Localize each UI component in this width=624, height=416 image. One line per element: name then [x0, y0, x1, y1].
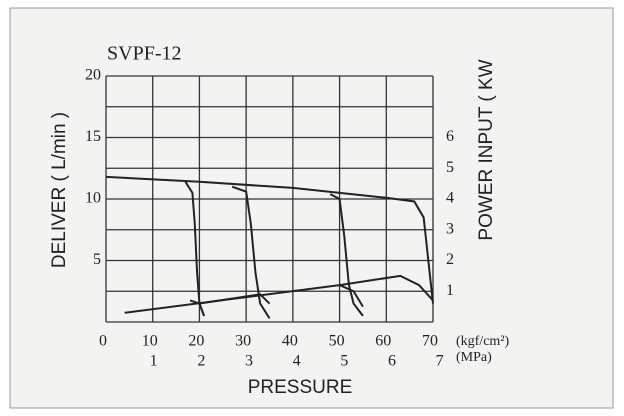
- curve: [199, 293, 271, 305]
- curve: [105, 175, 434, 304]
- y-tick-label: 5: [93, 251, 101, 268]
- y2-tick-label: 3: [446, 220, 454, 237]
- x2-tick-label: 5: [340, 353, 348, 370]
- x2-tick-label: 4: [293, 353, 301, 370]
- x-tick-label: 10: [142, 333, 158, 350]
- x-tick-label: 40: [282, 333, 298, 350]
- y2-tick-label: 6: [446, 128, 454, 145]
- x2-unit: (MPa): [456, 350, 492, 365]
- x-unit: (kgf/cm²): [456, 334, 510, 349]
- curve: [124, 274, 434, 314]
- x-tick-label: 60: [375, 333, 391, 350]
- y-axis-label: DELIVER ( L/min ): [49, 112, 70, 268]
- x-tick-label: 50: [329, 333, 345, 350]
- chart-title: SVPF-12: [107, 43, 181, 65]
- y-tick-label: 10: [85, 190, 101, 207]
- frame: [9, 7, 614, 409]
- y2-tick-label: 5: [446, 159, 454, 176]
- y2-tick-label: 1: [446, 282, 454, 299]
- x2-tick-label: 1: [150, 353, 158, 370]
- y2-tick-label: 2: [446, 251, 454, 268]
- x2-tick-label: 7: [436, 353, 444, 370]
- y-tick-label: 15: [85, 128, 101, 145]
- x-tick-label: 20: [188, 333, 204, 350]
- x-tick-label: 30: [235, 333, 251, 350]
- y-tick-label: 20: [85, 67, 101, 84]
- curve: [339, 284, 364, 308]
- x-tick-label: 70: [422, 333, 438, 350]
- x2-tick-label: 3: [245, 353, 253, 370]
- y2-axis-label: POWER INPUT ( KW: [476, 59, 497, 240]
- curve: [329, 193, 364, 317]
- x2-tick-label: 2: [197, 353, 205, 370]
- x2-tick-label: 6: [388, 353, 396, 370]
- curve: [231, 185, 271, 319]
- y2-tick-label: 4: [446, 190, 454, 207]
- x-axis-label: PRESSURE: [248, 377, 353, 398]
- x-tick-label: 0: [99, 333, 107, 350]
